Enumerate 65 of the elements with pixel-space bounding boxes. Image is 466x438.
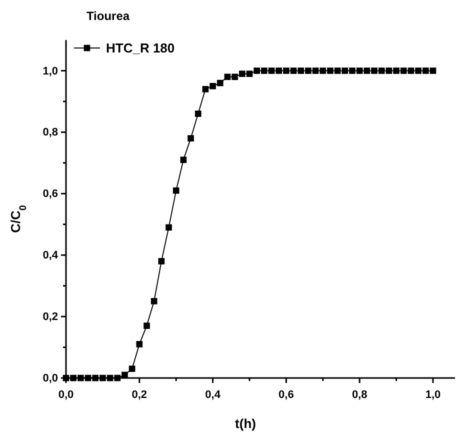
point	[70, 374, 77, 382]
x-tick-label: 0,8	[352, 389, 368, 402]
point	[136, 341, 143, 348]
point	[400, 68, 407, 74]
point	[194, 110, 202, 117]
point	[408, 68, 414, 74]
y-tick-label: 0,4	[42, 250, 59, 262]
point	[349, 68, 356, 74]
point	[320, 68, 326, 74]
point	[224, 74, 231, 80]
point	[144, 322, 150, 329]
point	[238, 70, 246, 77]
x-tick-label: 0,2	[132, 389, 148, 402]
y-tick-label: 0,8	[42, 126, 58, 139]
point	[128, 366, 136, 372]
point	[254, 68, 260, 74]
point	[92, 374, 99, 382]
chart-title: Tiourea	[86, 9, 130, 23]
point	[246, 70, 253, 77]
point	[188, 135, 194, 142]
point	[261, 68, 268, 74]
y-tick-label: 0,6	[42, 188, 58, 200]
point	[290, 68, 297, 74]
point	[114, 374, 121, 382]
point	[327, 68, 334, 74]
point	[216, 80, 224, 86]
point	[415, 68, 422, 74]
point	[106, 374, 114, 382]
y-tick-label: 1,0	[42, 65, 58, 78]
point	[356, 68, 363, 74]
x-tick-label: 1,0	[425, 389, 441, 402]
point	[364, 68, 370, 74]
point	[422, 68, 429, 74]
point	[202, 86, 209, 92]
point	[232, 74, 238, 80]
legend-label: HTC_R 180	[106, 40, 175, 56]
point	[166, 224, 172, 231]
point	[150, 298, 158, 304]
point	[158, 258, 165, 264]
point	[100, 374, 106, 382]
point	[276, 68, 282, 74]
y-tick-label: 0,2	[42, 311, 58, 324]
point	[430, 68, 436, 74]
point	[378, 68, 385, 74]
point	[371, 68, 378, 74]
x-tick-label: 0,6	[278, 389, 294, 402]
point	[210, 82, 216, 90]
point	[334, 68, 341, 74]
point	[386, 68, 392, 74]
point	[180, 156, 187, 163]
point	[172, 187, 180, 194]
y-tick-label: 0,0	[42, 372, 58, 385]
point	[298, 68, 304, 74]
point	[78, 374, 84, 382]
x-tick-label: 0,0	[58, 389, 74, 402]
point	[312, 68, 319, 74]
point	[122, 372, 128, 378]
point	[305, 68, 312, 74]
point	[84, 374, 92, 382]
x-axis-title: t(h)	[235, 416, 256, 431]
point	[268, 68, 275, 74]
x-tick-label: 0,4	[205, 389, 222, 402]
point	[283, 68, 290, 74]
point	[342, 68, 348, 74]
point	[393, 68, 400, 74]
